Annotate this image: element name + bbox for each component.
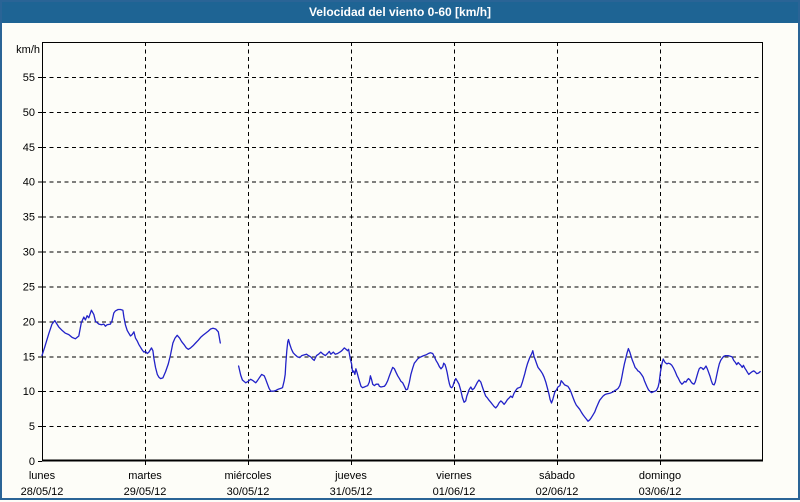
- y-tick-label: 20: [23, 316, 35, 328]
- x-day-label: martes: [128, 470, 162, 482]
- x-date-label: 03/06/12: [639, 486, 682, 498]
- y-tick-label: 5: [29, 421, 35, 433]
- y-tick-label: 50: [23, 107, 35, 119]
- y-tick-label: 55: [23, 72, 35, 84]
- wind-speed-line: [41, 308, 221, 380]
- chart-title: Velocidad del viento 0-60 [km/h]: [308, 5, 492, 19]
- x-day-label: sábado: [539, 470, 575, 482]
- x-date-label: 02/06/12: [536, 486, 579, 498]
- x-day-label: lunes: [29, 470, 56, 482]
- title-bar: Velocidad del viento 0-60 [km/h]: [2, 2, 798, 23]
- x-date-label: 28/05/12: [21, 486, 64, 498]
- y-tick-label: 0: [29, 456, 35, 468]
- x-date-label: 29/05/12: [124, 486, 167, 498]
- x-date-label: 01/06/12: [433, 486, 476, 498]
- x-date-label: 30/05/12: [227, 486, 270, 498]
- y-tick-label: 40: [23, 177, 35, 189]
- x-day-label: miércoles: [224, 470, 272, 482]
- y-tick-label: 30: [23, 247, 35, 259]
- y-tick-label: 10: [23, 386, 35, 398]
- x-date-label: 31/05/12: [330, 486, 373, 498]
- y-tick-label: 45: [23, 142, 35, 154]
- x-day-label: jueves: [334, 470, 367, 482]
- x-day-label: viernes: [436, 470, 472, 482]
- y-tick-label: 15: [23, 351, 35, 363]
- x-day-label: domingo: [639, 470, 681, 482]
- y-axis-unit-label: km/h: [16, 44, 40, 56]
- y-tick-label: 25: [23, 281, 35, 293]
- wind-speed-line: [237, 338, 761, 422]
- y-tick-label: 35: [23, 212, 35, 224]
